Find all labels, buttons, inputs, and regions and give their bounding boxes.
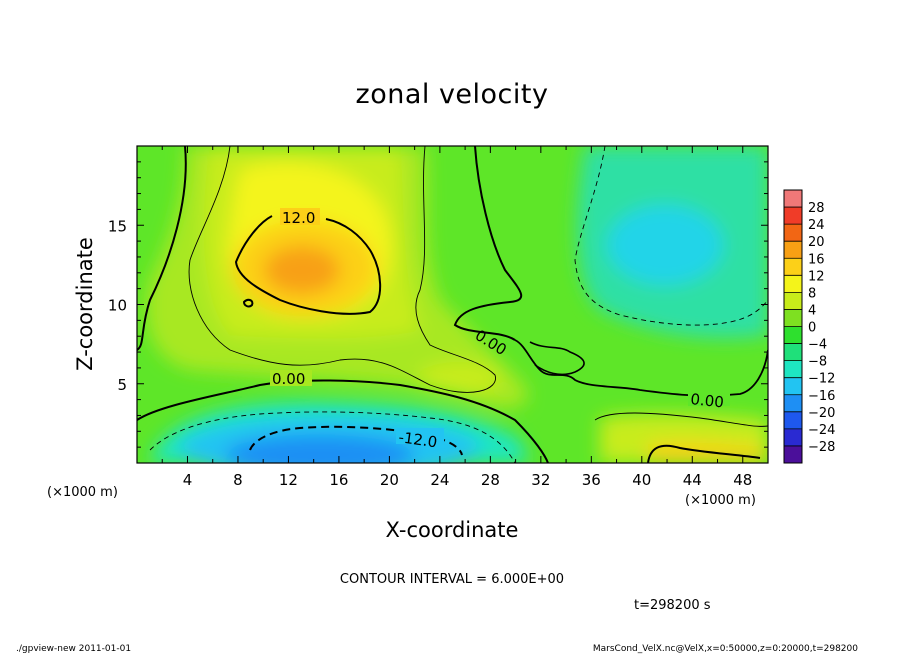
contour-lower-right-thin bbox=[594, 412, 768, 427]
colorbar-swatch bbox=[784, 394, 802, 413]
colorbar: 28 24 20 16 12 8 4 0 −4 −8 −12 −16 −20 −24 −28 bbox=[783, 189, 835, 464]
colorbar-label: −4 bbox=[808, 338, 827, 353]
y-tick-label: 5 bbox=[117, 376, 127, 394]
colorbar-label: −12 bbox=[808, 372, 835, 387]
x-tick-label: 16 bbox=[329, 471, 348, 489]
colorbar-swatch bbox=[784, 207, 802, 225]
contour-label-bg-neg12 bbox=[396, 428, 444, 444]
contour-interval-text: CONTOUR INTERVAL = 6.000E+00 bbox=[340, 572, 564, 587]
colorbar-swatch bbox=[784, 241, 802, 259]
x-tick-label: 12 bbox=[279, 471, 298, 489]
y-tick-label: 10 bbox=[108, 297, 127, 315]
contour-label-bg-zero-a bbox=[270, 370, 312, 386]
colorbar-label: 12 bbox=[808, 269, 825, 284]
colorbar-swatch bbox=[784, 326, 802, 344]
contour-12-small bbox=[242, 298, 254, 308]
y-tick-label: 15 bbox=[108, 217, 127, 235]
colorbar-swatch bbox=[784, 377, 802, 396]
colorbar-label: −8 bbox=[808, 355, 827, 370]
colorbar-label: −24 bbox=[808, 423, 835, 438]
chart-title: zonal velocity bbox=[356, 79, 549, 110]
colorbar-swatch bbox=[784, 309, 802, 327]
plot-area: 12.0 0.00 0.00 0.00 -12.0 bbox=[137, 146, 768, 463]
colorbar-label: −28 bbox=[808, 440, 835, 455]
colorbar-swatch bbox=[784, 292, 802, 310]
colorbar-label: 4 bbox=[808, 303, 816, 318]
x-tick-label: 20 bbox=[380, 471, 399, 489]
colorbar-label: −16 bbox=[808, 389, 835, 404]
x-tick-label: 36 bbox=[582, 471, 601, 489]
x-axis-label: X-coordinate bbox=[386, 518, 519, 542]
x-tick-label: 48 bbox=[733, 471, 752, 489]
x-tick-label: 32 bbox=[531, 471, 550, 489]
colorbar-swatch bbox=[784, 190, 802, 208]
field-min-upper-right bbox=[607, 205, 723, 285]
shaded-field bbox=[146, 146, 768, 463]
contour-label-12: 12.0 bbox=[282, 209, 315, 227]
contour-label-zero-a: 0.00 bbox=[272, 370, 305, 388]
x-axis: 4 8 12 16 20 24 28 32 36 40 44 48 bbox=[161, 146, 752, 489]
colorbar-swatch bbox=[784, 445, 802, 464]
contour-zero-middle bbox=[137, 379, 549, 463]
colorbar-swatch bbox=[784, 343, 802, 361]
field-max-inner bbox=[264, 246, 340, 294]
x-tick-label: 4 bbox=[183, 471, 193, 489]
colorbar-label: 28 bbox=[808, 201, 825, 216]
colorbar-swatch bbox=[784, 360, 802, 378]
contour-zero-mesh bbox=[529, 341, 585, 376]
colorbar-swatch bbox=[784, 275, 802, 293]
time-text: t=298200 s bbox=[634, 598, 711, 613]
contour-label-zero-c: 0.00 bbox=[690, 390, 725, 411]
colorbar-label: 16 bbox=[808, 252, 825, 267]
contour-zero-left bbox=[137, 146, 187, 351]
colorbar-label: 24 bbox=[808, 218, 825, 233]
colorbar-label: 20 bbox=[808, 235, 825, 250]
field-secondary-max bbox=[418, 362, 502, 394]
x-unit-right: (×1000 m) bbox=[685, 493, 756, 508]
y-axis-label: Z-coordinate bbox=[73, 237, 97, 371]
colorbar-swatch bbox=[784, 224, 802, 242]
contour-12-upper bbox=[234, 215, 382, 315]
colorbar-label: −20 bbox=[808, 406, 835, 421]
contour-zero-wiggle bbox=[514, 339, 768, 397]
footer-left: ./gpview-new 2011-01-01 bbox=[16, 644, 131, 654]
colorbar-label: 0 bbox=[808, 321, 816, 336]
contour-neg6-lower bbox=[149, 411, 516, 463]
colorbar-swatch bbox=[784, 428, 802, 447]
x-tick-label: 40 bbox=[632, 471, 651, 489]
x-unit-left: (×1000 m) bbox=[47, 485, 118, 500]
y-axis: 5 10 15 bbox=[108, 161, 768, 448]
field-bottom-min-inner bbox=[225, 435, 415, 463]
contour-labels: 12.0 0.00 0.00 0.00 -12.0 bbox=[270, 208, 730, 451]
colorbar-swatch bbox=[784, 411, 802, 430]
contour-6 bbox=[188, 146, 496, 393]
contour-label-bg-zero-c bbox=[688, 390, 730, 406]
colorbar-label: 8 bbox=[808, 286, 816, 301]
contour-lower-right bbox=[647, 444, 761, 463]
contour-label-neg12: -12.0 bbox=[397, 428, 438, 451]
footer-right: MarsCond_VelX.nc@VelX,x=0:50000,z=0:2000… bbox=[593, 644, 858, 654]
x-tick-label: 28 bbox=[481, 471, 500, 489]
contour-label-bg-12 bbox=[280, 208, 320, 225]
x-tick-label: 24 bbox=[430, 471, 449, 489]
x-tick-label: 8 bbox=[233, 471, 243, 489]
colorbar-swatch bbox=[784, 258, 802, 276]
x-tick-label: 44 bbox=[683, 471, 702, 489]
contour-zero-vertical bbox=[453, 146, 523, 341]
